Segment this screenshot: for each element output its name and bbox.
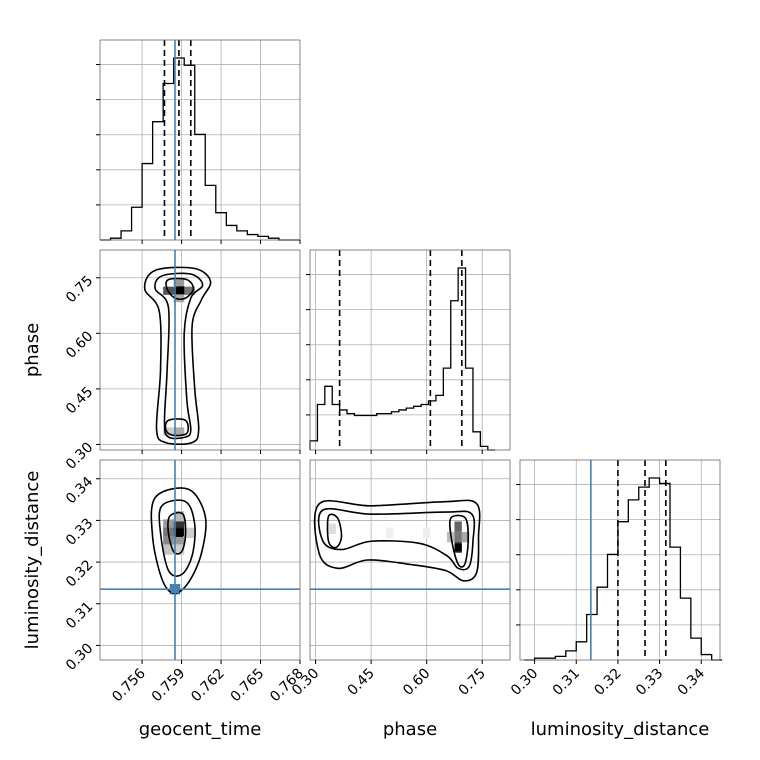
corner-plot: 0.756 0.759 0.762 0.765 0.7680.30 0.45 0.60 0.7… [22, 39, 723, 740]
